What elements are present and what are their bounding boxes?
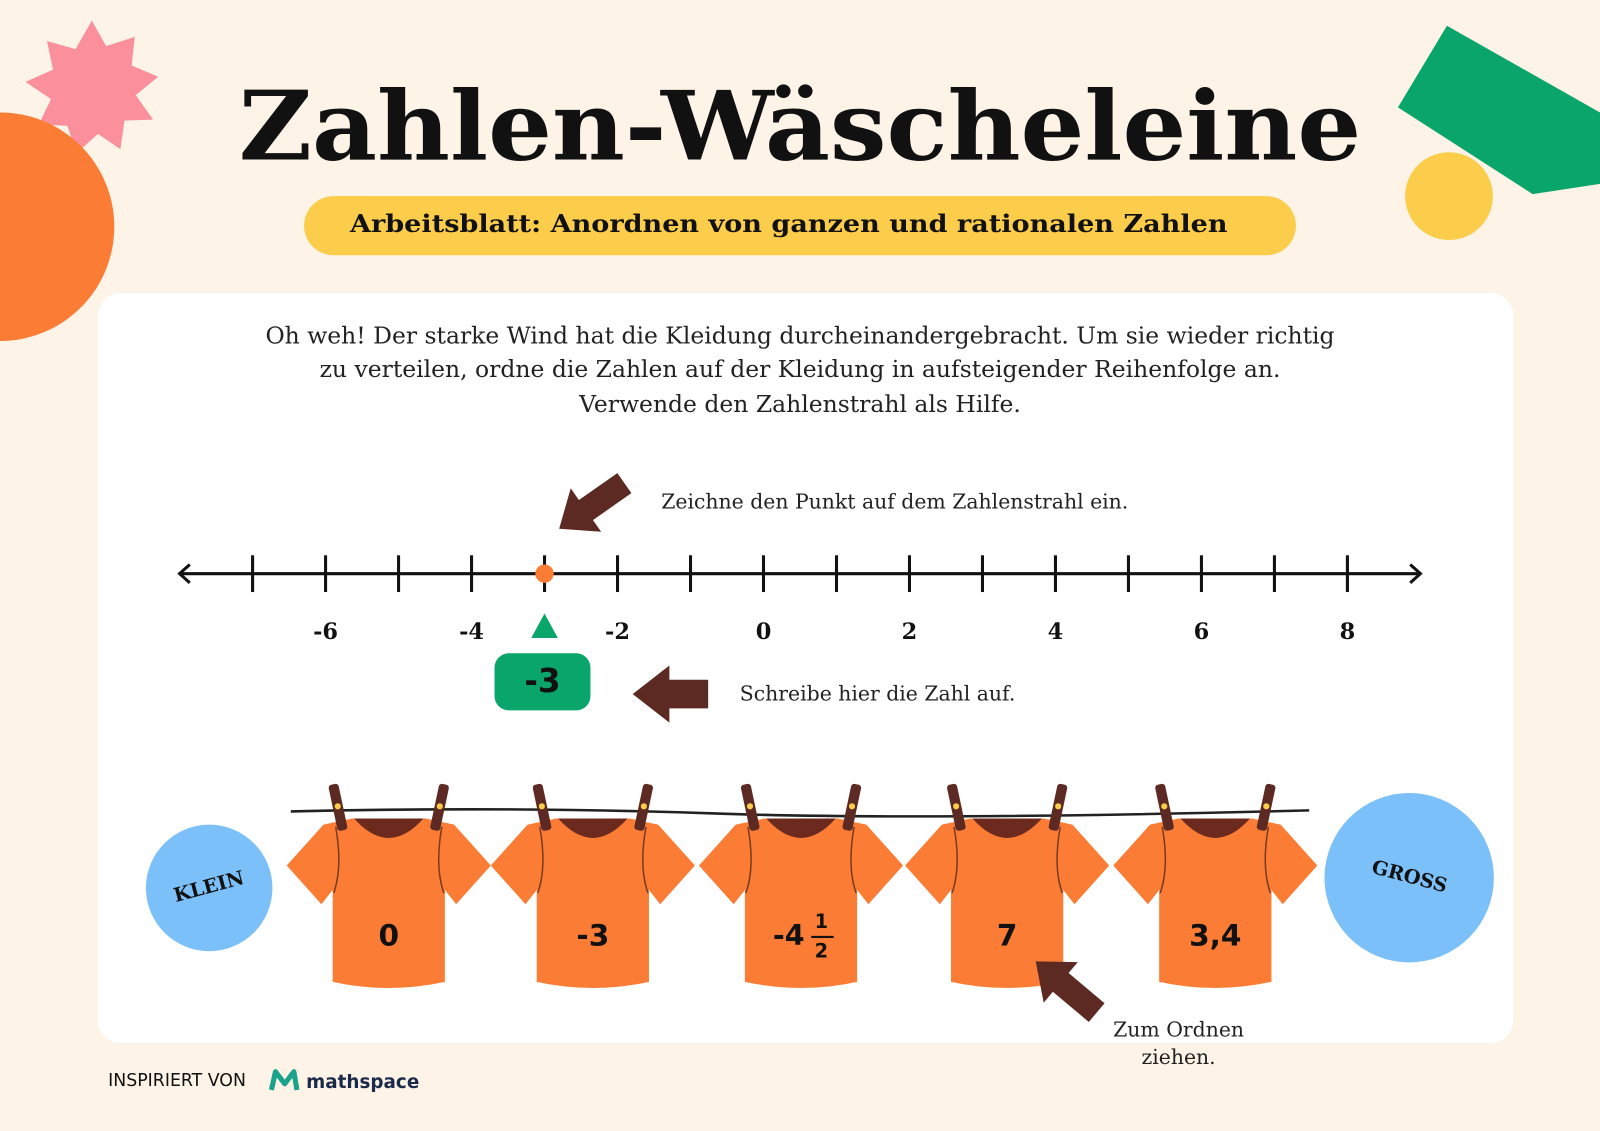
clothespin-spring [848,803,856,810]
large-badge [1324,793,1494,963]
point [535,564,554,583]
shirt-neck [972,818,1042,838]
shirt[interactable]: 0 [286,783,491,988]
shirt-number: 7 [997,918,1018,952]
shirts: 0 -3 -4 1 2 7 3,4 [286,783,1318,988]
brand: mathspace [306,1072,419,1093]
shirt-seam [332,826,445,894]
shirt-neck [354,818,424,838]
brand-logo [268,1069,300,1091]
hint-text: Zeichne den Punkt auf dem Zahlenstrahl e… [661,490,1128,514]
hint-text: Schreibe hier die Zahl auf. [740,682,1016,706]
clothespin-spring [640,803,647,810]
shirt[interactable]: -4 1 2 [698,783,904,988]
credit: INSPIRIERT VON [108,1071,246,1091]
shirt-number: -4 [773,918,805,952]
tick-label: 6 [1194,619,1210,645]
hint-arrow [559,473,632,532]
shirt-neck [766,818,836,838]
tick-label: -6 [313,619,338,645]
clothespin-spring [1263,803,1270,810]
small-badge [145,824,273,952]
tick-label: -2 [605,619,630,645]
shirt-body [698,818,904,988]
shirt-body [490,818,695,988]
clothespin-spring [953,803,960,810]
yellow-circle [1405,152,1493,240]
clothespin-spring [538,803,545,810]
answer-box[interactable] [494,653,591,711]
tick-label: 2 [902,619,918,645]
shirt[interactable]: 3,4 [1113,783,1318,988]
shirt[interactable]: -3 [490,783,695,988]
subtitle-pill [304,196,1296,256]
tick-label: 4 [1048,619,1064,645]
title: Zahlen-Wäscheleine [239,70,1361,183]
clothespin-spring [1055,803,1062,810]
clothespin-spring [334,803,341,810]
pink-star [25,20,159,154]
fraction-numerator: 1 [815,910,828,933]
number-line-marks: -6 -4 -2 0 2 4 6 8 -3 [251,555,1356,711]
hint-arrow [1035,961,1105,1022]
shirt-body [1113,818,1318,988]
shirt-seam [537,826,649,894]
instruction-line: Verwende den Zahlenstrahl als Hilfe. [578,390,1021,418]
shirt-neck [558,818,628,838]
clothespin-spring [436,803,443,810]
hint-text: Zum Ordnen [1113,1017,1244,1041]
shirt-number: 3,4 [1189,918,1241,952]
arrow-head [177,563,191,584]
instruction-line: zu verteilen, ordne die Zahlen auf der K… [320,355,1281,383]
answer-text: -3 [524,662,560,700]
shirt-seam [951,826,1063,894]
fraction-denominator: 2 [815,940,828,963]
tick-label: -4 [459,619,484,645]
arrow-head [1409,563,1423,584]
shirt-neck [1180,818,1250,838]
hint-text: ziehen. [1141,1045,1215,1069]
shirt[interactable]: 7 [905,783,1110,988]
shirt-body [905,818,1110,988]
pointer-triangle [531,613,558,638]
tick-label: 0 [756,619,772,645]
clothespin-spring [746,803,754,810]
shirt-number: 0 [378,918,399,952]
shirt-seam [1159,826,1272,894]
instruction-line: Oh weh! Der starke Wind hat die Kleidung… [265,321,1334,349]
orange-circle [0,112,115,341]
shirt-number: -3 [576,918,609,952]
tick-label: 8 [1340,619,1356,645]
shirt-body [286,818,491,988]
green-shape [1397,25,1600,195]
shirt-seam [745,826,857,894]
clothespin-spring [1161,803,1168,810]
subtitle: Arbeitsblatt: Anordnen von ganzen und ra… [349,209,1228,238]
